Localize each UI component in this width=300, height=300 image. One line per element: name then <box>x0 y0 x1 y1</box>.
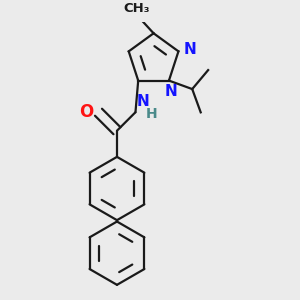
Text: H: H <box>146 106 158 121</box>
Text: CH₃: CH₃ <box>124 2 150 15</box>
Text: N: N <box>137 94 150 109</box>
Text: O: O <box>79 103 94 121</box>
Text: N: N <box>183 43 196 58</box>
Text: N: N <box>165 84 178 99</box>
